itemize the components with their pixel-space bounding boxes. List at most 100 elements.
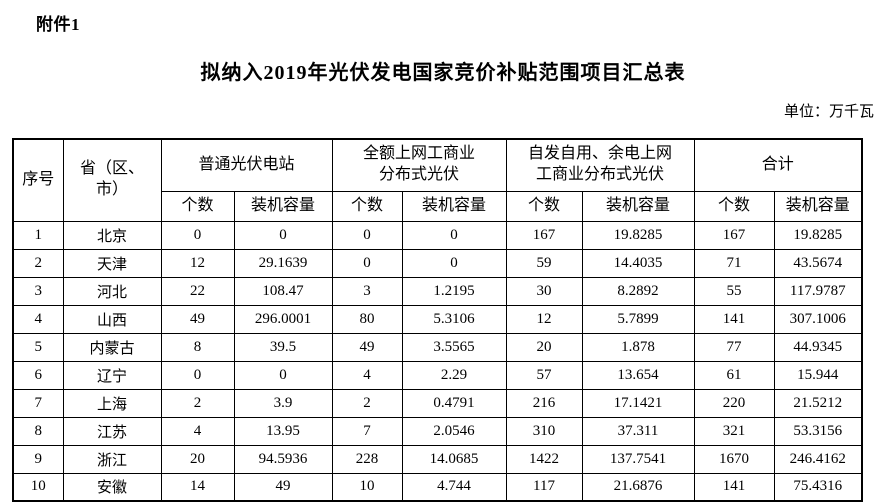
table-cell: 5.3106 bbox=[401, 304, 507, 334]
table-row: 2 天津 12 29.1639 0 0 59 14.4035 71 43.5674 bbox=[12, 248, 863, 278]
header-count: 个数 bbox=[331, 190, 403, 222]
table-cell: 20 bbox=[505, 332, 583, 362]
table-cell: 43.5674 bbox=[773, 248, 863, 278]
page-title: 拟纳入2019年光伏发电国家竞价补贴范围项目汇总表 bbox=[200, 62, 686, 84]
table-cell: 8 bbox=[12, 416, 64, 446]
table-cell: 29.1639 bbox=[233, 248, 333, 278]
table-cell: 30 bbox=[505, 276, 583, 306]
table-cell: 20 bbox=[160, 444, 235, 474]
table-row: 9 浙江 20 94.5936 228 14.0685 1422 137.7541 1670 24… bbox=[12, 444, 863, 474]
table-cell: 6 bbox=[12, 360, 64, 390]
table-cell: 39.5 bbox=[233, 332, 333, 362]
table-cell: 19.8285 bbox=[581, 220, 695, 250]
table-cell: 75.4316 bbox=[773, 472, 863, 502]
table-cell: 108.47 bbox=[233, 276, 333, 306]
table-cell: 44.9345 bbox=[773, 332, 863, 362]
table-cell: 14.4035 bbox=[581, 248, 695, 278]
table-cell: 1670 bbox=[693, 444, 775, 474]
table-cell: 3.5565 bbox=[401, 332, 507, 362]
table-cell: 321 bbox=[693, 416, 775, 446]
table-cell: 10 bbox=[331, 472, 403, 502]
header-province: 省（区、 市） bbox=[62, 138, 162, 222]
header-group-total: 合计 bbox=[693, 138, 863, 192]
table-cell: 0 bbox=[331, 220, 403, 250]
table-cell: 71 bbox=[693, 248, 775, 278]
table-cell: 9 bbox=[12, 444, 64, 474]
table-cell: 3 bbox=[331, 276, 403, 306]
table-cell: 0 bbox=[233, 360, 333, 390]
table-cell: 2.0546 bbox=[401, 416, 507, 446]
header-group-full-grid-pv: 全额上网工商业 分布式光伏 bbox=[331, 138, 507, 192]
table-cell: 137.7541 bbox=[581, 444, 695, 474]
header-count: 个数 bbox=[160, 190, 235, 222]
table-cell: 246.4162 bbox=[773, 444, 863, 474]
table-cell: 安徽 bbox=[62, 472, 162, 502]
table-cell: 1 bbox=[12, 220, 64, 250]
table-row: 4 山西 49 296.0001 80 5.3106 12 5.7899 141 307.1006 bbox=[12, 304, 863, 334]
table-row: 8 江苏 4 13.95 7 2.0546 310 37.311 321 53.3156 bbox=[12, 416, 863, 446]
table-cell: 1.2195 bbox=[401, 276, 507, 306]
table-body: 1 北京 0 0 0 0 167 19.8285 167 19.8285 2 天津 12 29.1639 0… bbox=[12, 220, 863, 502]
table-cell: 浙江 bbox=[62, 444, 162, 474]
table-cell: 117.9787 bbox=[773, 276, 863, 306]
table-cell: 0 bbox=[160, 220, 235, 250]
header-capacity: 装机容量 bbox=[233, 190, 333, 222]
table-cell: 0 bbox=[331, 248, 403, 278]
table-cell: 77 bbox=[693, 332, 775, 362]
table-cell: 12 bbox=[160, 248, 235, 278]
table-cell: 15.944 bbox=[773, 360, 863, 390]
table-cell: 0.4791 bbox=[401, 388, 507, 418]
table-cell: 17.1421 bbox=[581, 388, 695, 418]
table-cell: 山西 bbox=[62, 304, 162, 334]
table-cell: 13.654 bbox=[581, 360, 695, 390]
table-cell: 2 bbox=[160, 388, 235, 418]
table-cell: 7 bbox=[331, 416, 403, 446]
table-cell: 2 bbox=[12, 248, 64, 278]
table-cell: 0 bbox=[401, 220, 507, 250]
table-cell: 216 bbox=[505, 388, 583, 418]
table-cell: 167 bbox=[505, 220, 583, 250]
table-cell: 4 bbox=[160, 416, 235, 446]
table-row: 6 辽宁 0 0 4 2.29 57 13.654 61 15.944 bbox=[12, 360, 863, 390]
header-capacity: 装机容量 bbox=[401, 190, 507, 222]
table-cell: 49 bbox=[233, 472, 333, 502]
table-cell: 22 bbox=[160, 276, 235, 306]
header-capacity: 装机容量 bbox=[773, 190, 863, 222]
attachment-label: 附件1 bbox=[36, 15, 80, 34]
table-cell: 167 bbox=[693, 220, 775, 250]
table-cell: 80 bbox=[331, 304, 403, 334]
table-cell: 0 bbox=[160, 360, 235, 390]
table-cell: 8 bbox=[160, 332, 235, 362]
table-cell: 1.878 bbox=[581, 332, 695, 362]
table-cell: 内蒙古 bbox=[62, 332, 162, 362]
table-cell: 4 bbox=[331, 360, 403, 390]
summary-table: 序号 省（区、 市） 普通光伏电站 全额上网工商业 分布式光伏 自发自用、余电上… bbox=[12, 138, 863, 502]
table-cell: 上海 bbox=[62, 388, 162, 418]
table-row: 10 安徽 14 49 10 4.744 117 21.6876 141 75.4316 bbox=[12, 472, 863, 502]
table-cell: 14 bbox=[160, 472, 235, 502]
unit-label: 单位：万千瓦 bbox=[783, 104, 874, 120]
table-cell: 2 bbox=[331, 388, 403, 418]
header-count: 个数 bbox=[693, 190, 775, 222]
table-cell: 5 bbox=[12, 332, 64, 362]
table-cell: 310 bbox=[505, 416, 583, 446]
table-cell: 天津 bbox=[62, 248, 162, 278]
header-group-self-use-pv: 自发自用、余电上网 工商业分布式光伏 bbox=[505, 138, 695, 192]
header-group-row: 序号 省（区、 市） 普通光伏电站 全额上网工商业 分布式光伏 自发自用、余电上… bbox=[12, 138, 863, 222]
table-cell: 94.5936 bbox=[233, 444, 333, 474]
table-cell: 21.6876 bbox=[581, 472, 695, 502]
table-cell: 296.0001 bbox=[233, 304, 333, 334]
table-cell: 北京 bbox=[62, 220, 162, 250]
table-cell: 12 bbox=[505, 304, 583, 334]
table-cell: 21.5212 bbox=[773, 388, 863, 418]
table-cell: 2.29 bbox=[401, 360, 507, 390]
header-sub-row: 个数 装机容量 个数 装机容量 个数 装机容量 个数 装机容量 bbox=[13, 190, 863, 222]
table-cell: 1422 bbox=[505, 444, 583, 474]
header-serial: 序号 bbox=[12, 138, 64, 222]
table-row: 1 北京 0 0 0 0 167 19.8285 167 19.8285 bbox=[12, 220, 863, 250]
table-cell: 14.0685 bbox=[401, 444, 507, 474]
table-header: 序号 省（区、 市） 普通光伏电站 全额上网工商业 分布式光伏 自发自用、余电上… bbox=[12, 138, 863, 222]
table-cell: 57 bbox=[505, 360, 583, 390]
table-cell: 3 bbox=[12, 276, 64, 306]
